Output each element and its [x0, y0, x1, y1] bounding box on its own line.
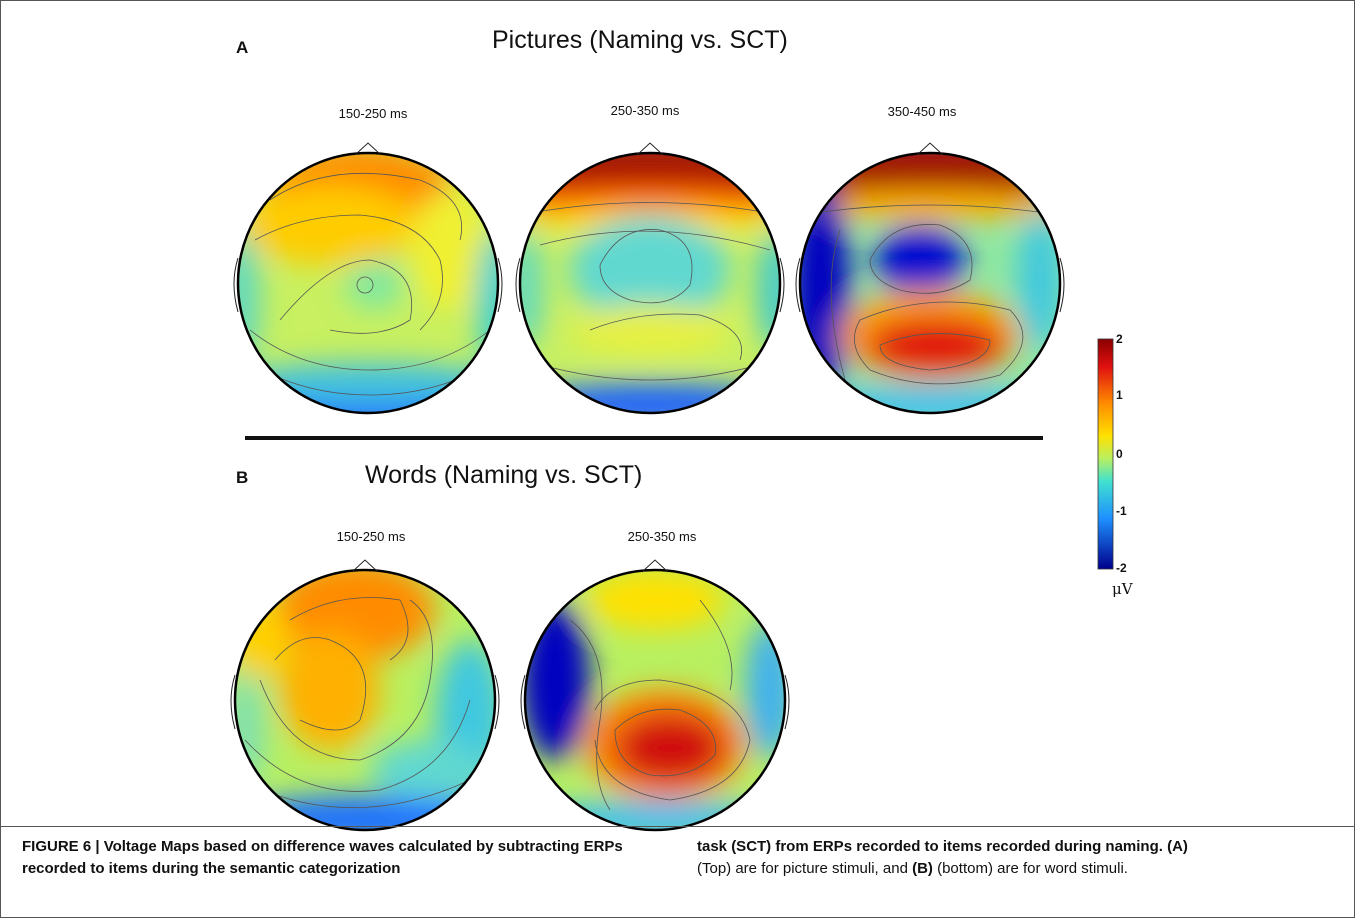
caption-bold-continuation: task (SCT) from ERPs recorded to items r… — [697, 838, 1163, 855]
colorbar-tick-neg1: -1 — [1116, 504, 1127, 518]
panel-b-letter: B — [236, 468, 249, 487]
map-a2 — [515, 142, 785, 415]
caption-area — [0, 826, 1355, 919]
panel-divider — [245, 436, 1043, 440]
panel-a-title: Pictures (Naming vs. SCT) — [492, 26, 788, 54]
panel-a-time-2: 250-350 ms — [610, 103, 680, 118]
caption-text-b: (bottom) are for word stimuli. — [937, 860, 1128, 877]
map-a1 — [233, 142, 503, 415]
panel-b-time-2: 250-350 ms — [627, 529, 697, 544]
colorbar-tick-neg2: -2 — [1116, 561, 1127, 575]
colorbar-tick-1: 1 — [1116, 388, 1123, 402]
caption-body: task (SCT) from ERPs recorded to items r… — [697, 836, 1337, 880]
panel-a-letter: A — [236, 38, 249, 57]
map-b1 — [230, 559, 500, 832]
colorbar — [1097, 338, 1114, 570]
panel-b-time-1: 150-250 ms — [336, 529, 406, 544]
caption-ref-a: (A) — [1167, 838, 1188, 855]
map-a3 — [795, 142, 1065, 415]
caption-ref-b: (B) — [912, 860, 933, 877]
colorbar-tick-2: 2 — [1116, 332, 1123, 346]
caption-label: FIGURE 6 | Voltage Maps based on differe… — [22, 838, 623, 877]
panel-a-time-1: 150-250 ms — [338, 106, 408, 121]
caption-text-a: (Top) are for picture stimuli, and — [697, 860, 908, 877]
panel-a-time-3: 350-450 ms — [887, 104, 957, 119]
colorbar-unit: μV — [1112, 580, 1133, 598]
colorbar-tick-0: 0 — [1116, 447, 1123, 461]
panel-b-title: Words (Naming vs. SCT) — [365, 461, 643, 489]
map-b2 — [520, 559, 790, 832]
